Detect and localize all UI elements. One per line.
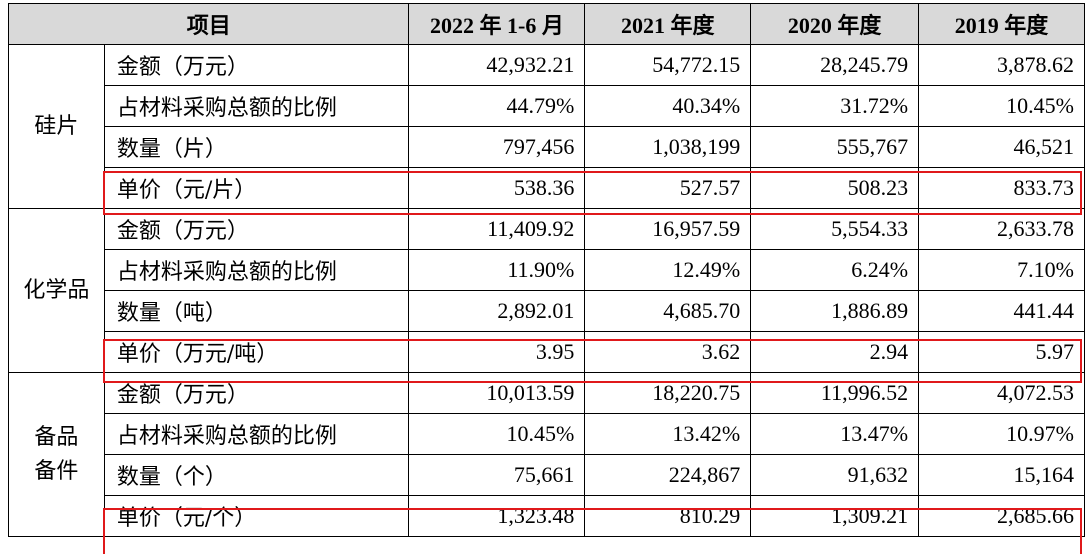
header-col-2019: 2019 年度 bbox=[918, 3, 1085, 45]
table-row: 化学品 金额（万元） 11,409.92 16,957.59 5,554.33 2,633… bbox=[8, 208, 1085, 373]
value-cell: 833.73 bbox=[918, 167, 1085, 209]
table-body: 硅片 金额（万元） 42,932.21 54,772.15 28,245.79 3,878… bbox=[8, 44, 1085, 537]
value-cell: 12.49% bbox=[584, 249, 752, 291]
value-cell: 2,633.78 bbox=[918, 208, 1085, 250]
row-label: 数量（个） bbox=[103, 454, 410, 496]
value-cell: 1,038,199 bbox=[584, 126, 752, 168]
value-cell: 5.97 bbox=[918, 331, 1085, 373]
table-row: 占材料采购总额的比例 11.90% 12.49% 6.24% 7.10% bbox=[9, 249, 1085, 291]
row-label: 金额（万元） bbox=[103, 208, 410, 250]
value-cell: 7.10% bbox=[918, 249, 1085, 291]
row-label: 占材料采购总额的比例 bbox=[103, 413, 410, 455]
value-cell: 224,867 bbox=[584, 454, 752, 496]
value-cell: 6.24% bbox=[750, 249, 920, 291]
value-cell: 441.44 bbox=[918, 290, 1085, 332]
value-cell: 11,409.92 bbox=[408, 208, 586, 250]
value-cell: 44.79% bbox=[408, 85, 586, 127]
table-row: 备品 备件 金额（万元） 10,013.59 18,220.75 11,996.52 4,… bbox=[8, 372, 1085, 537]
value-cell: 797,456 bbox=[408, 126, 586, 168]
value-cell: 42,932.21 bbox=[408, 44, 586, 86]
value-cell: 40.34% bbox=[584, 85, 752, 127]
header-col-2021: 2021 年度 bbox=[584, 3, 752, 45]
value-cell: 538.36 bbox=[408, 167, 586, 209]
value-cell: 10.97% bbox=[918, 413, 1085, 455]
row-label: 金额（万元） bbox=[103, 372, 410, 414]
value-cell: 527.57 bbox=[584, 167, 752, 209]
value-cell: 3.62 bbox=[584, 331, 752, 373]
value-cell: 4,072.53 bbox=[918, 372, 1085, 414]
table-row: 单价（万元/吨） 3.95 3.62 2.94 5.97 bbox=[9, 331, 1085, 373]
value-cell: 10.45% bbox=[408, 413, 586, 455]
category-cell: 备品 备件 bbox=[8, 372, 105, 537]
table-row: 单价（元/个） 1,323.48 810.29 1,309.21 2,685.66 bbox=[9, 495, 1085, 537]
table-row: 占材料采购总额的比例 10.45% 13.42% 13.47% 10.97% bbox=[9, 413, 1085, 455]
row-label: 单价（元/片） bbox=[103, 167, 410, 209]
table-row: 占材料采购总额的比例 44.79% 40.34% 31.72% 10.45% bbox=[9, 85, 1085, 127]
header-item: 项目 bbox=[7, 3, 410, 45]
value-cell: 10,013.59 bbox=[408, 372, 586, 414]
header-col-2020: 2020 年度 bbox=[750, 3, 920, 45]
row-label: 数量（吨） bbox=[103, 290, 410, 332]
header-row: 项目 2022 年 1-6 月 2021 年度 2020 年度 2019 年度 bbox=[7, 3, 1085, 45]
value-cell: 4,685.70 bbox=[584, 290, 752, 332]
table-row: 硅片 金额（万元） 42,932.21 54,772.15 28,245.79 3,878… bbox=[8, 44, 1085, 209]
row-label: 金额（万元） bbox=[103, 44, 410, 86]
value-cell: 508.23 bbox=[750, 167, 920, 209]
value-cell: 555,767 bbox=[750, 126, 920, 168]
value-cell: 91,632 bbox=[750, 454, 920, 496]
category-cell: 化学品 bbox=[8, 208, 105, 373]
row-label: 单价（万元/吨） bbox=[103, 331, 410, 373]
value-cell: 5,554.33 bbox=[750, 208, 920, 250]
category-cell: 硅片 bbox=[8, 44, 105, 209]
value-cell: 3.95 bbox=[408, 331, 586, 373]
table-row: 数量（个） 75,661 224,867 91,632 15,164 bbox=[9, 454, 1085, 496]
value-cell: 16,957.59 bbox=[584, 208, 752, 250]
value-cell: 10.45% bbox=[918, 85, 1085, 127]
value-cell: 2.94 bbox=[750, 331, 920, 373]
value-cell: 54,772.15 bbox=[584, 44, 752, 86]
value-cell: 2,685.66 bbox=[918, 495, 1085, 537]
value-cell: 3,878.62 bbox=[918, 44, 1085, 86]
value-cell: 2,892.01 bbox=[408, 290, 586, 332]
value-cell: 1,309.21 bbox=[750, 495, 920, 537]
value-cell: 1,886.89 bbox=[750, 290, 920, 332]
value-cell: 46,521 bbox=[918, 126, 1085, 168]
value-cell: 18,220.75 bbox=[584, 372, 752, 414]
table-row: 数量（吨） 2,892.01 4,685.70 1,886.89 441.44 bbox=[9, 290, 1085, 332]
value-cell: 28,245.79 bbox=[750, 44, 920, 86]
table-row: 单价（元/片） 538.36 527.57 508.23 833.73 bbox=[9, 167, 1085, 209]
value-cell: 15,164 bbox=[918, 454, 1085, 496]
value-cell: 11.90% bbox=[408, 249, 586, 291]
value-cell: 810.29 bbox=[584, 495, 752, 537]
value-cell: 31.72% bbox=[750, 85, 920, 127]
table-row: 数量（片） 797,456 1,038,199 555,767 46,521 bbox=[9, 126, 1085, 168]
header-col-2022h1: 2022 年 1-6 月 bbox=[408, 3, 586, 45]
row-label: 单价（元/个） bbox=[103, 495, 410, 537]
purchase-table: 项目 2022 年 1-6 月 2021 年度 2020 年度 2019 年度 … bbox=[7, 3, 1085, 537]
value-cell: 1,323.48 bbox=[408, 495, 586, 537]
value-cell: 13.42% bbox=[584, 413, 752, 455]
row-label: 数量（片） bbox=[103, 126, 410, 168]
value-cell: 11,996.52 bbox=[750, 372, 920, 414]
row-label: 占材料采购总额的比例 bbox=[103, 249, 410, 291]
value-cell: 13.47% bbox=[750, 413, 920, 455]
value-cell: 75,661 bbox=[408, 454, 586, 496]
row-label: 占材料采购总额的比例 bbox=[103, 85, 410, 127]
